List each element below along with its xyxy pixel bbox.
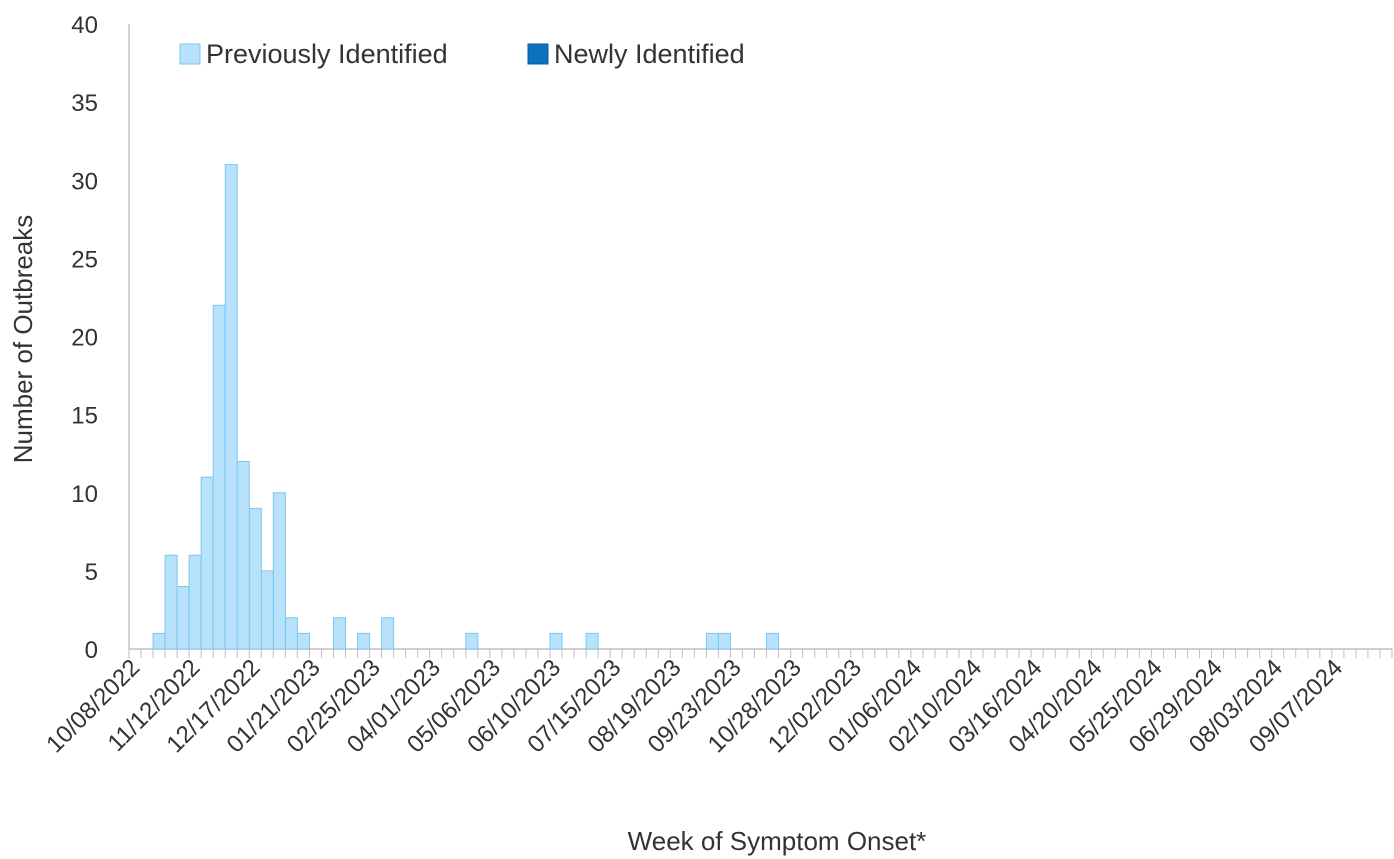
y-tick-label: 10 <box>71 481 98 508</box>
bar-previously-identified[interactable] <box>766 632 780 650</box>
bar-previously-identified[interactable] <box>717 632 731 650</box>
bar-previously-identified[interactable] <box>296 632 310 650</box>
legend-swatch-newly-identified <box>527 43 549 65</box>
bar-previously-identified[interactable] <box>200 476 214 650</box>
bar-previously-identified[interactable] <box>212 304 226 650</box>
legend: Previously Identified Newly Identified <box>179 39 745 69</box>
bar-previously-identified[interactable] <box>357 632 371 650</box>
bar-previously-identified[interactable] <box>332 617 347 650</box>
legend-label-newly-identified: Newly Identified <box>554 39 745 69</box>
y-tick-label: 35 <box>71 90 98 117</box>
y-tick-label: 20 <box>71 325 98 352</box>
bar-previously-identified[interactable] <box>176 586 190 650</box>
y-tick-label: 30 <box>71 168 98 195</box>
y-axis-title: Number of Outbreaks <box>8 215 38 464</box>
y-tick-label: 5 <box>85 559 98 586</box>
y-tick-label: 40 <box>71 12 98 39</box>
legend-item-newly-identified[interactable]: Newly Identified <box>527 39 745 69</box>
legend-label-previously-identified: Previously Identified <box>206 39 448 69</box>
bar-previously-identified[interactable] <box>465 632 479 650</box>
y-tick-label: 0 <box>85 637 98 664</box>
legend-item-previously-identified[interactable]: Previously Identified <box>179 39 448 69</box>
legend-swatch-previously-identified <box>179 43 201 65</box>
bar-previously-identified[interactable] <box>549 632 563 650</box>
y-tick-label: 15 <box>71 403 98 430</box>
bar-previously-identified[interactable] <box>705 632 719 650</box>
bar-previously-identified[interactable] <box>284 617 298 650</box>
x-axis: 10/08/202211/12/202212/17/202201/21/2023… <box>41 648 1393 758</box>
bar-previously-identified[interactable] <box>152 632 166 650</box>
y-axis: 0 5 10 15 20 25 30 35 40 <box>71 12 130 664</box>
bar-previously-identified[interactable] <box>248 507 262 650</box>
bar-previously-identified[interactable] <box>585 632 599 650</box>
bar-previously-identified[interactable] <box>224 164 238 650</box>
bar-previously-identified[interactable] <box>381 617 395 650</box>
y-tick-label: 25 <box>71 246 98 273</box>
bar-previously-identified[interactable] <box>272 492 286 650</box>
bars <box>152 164 780 650</box>
bar-previously-identified[interactable] <box>236 461 250 650</box>
bar-previously-identified[interactable] <box>188 554 202 650</box>
bar-previously-identified[interactable] <box>260 570 274 650</box>
bar-previously-identified[interactable] <box>164 554 178 650</box>
x-axis-title: Week of Symptom Onset* <box>628 826 927 856</box>
